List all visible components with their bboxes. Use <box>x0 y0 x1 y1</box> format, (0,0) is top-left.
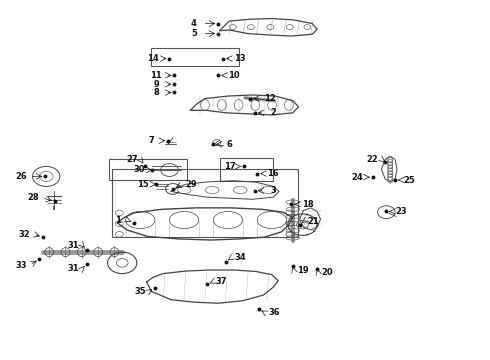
Text: 26: 26 <box>15 172 27 181</box>
Text: 13: 13 <box>234 54 246 63</box>
Text: 36: 36 <box>269 309 280 318</box>
Text: 4: 4 <box>191 19 197 28</box>
Text: 27: 27 <box>126 156 138 165</box>
Text: 9: 9 <box>153 80 159 89</box>
Text: 20: 20 <box>321 268 333 277</box>
Text: 35: 35 <box>134 287 146 296</box>
Text: 28: 28 <box>27 193 39 202</box>
Text: 18: 18 <box>301 200 313 209</box>
Text: 3: 3 <box>270 186 276 195</box>
Text: 12: 12 <box>265 94 276 103</box>
Text: 29: 29 <box>186 180 197 189</box>
Text: 25: 25 <box>404 176 416 185</box>
Text: 24: 24 <box>351 173 363 182</box>
Text: 15: 15 <box>137 180 148 189</box>
Text: 22: 22 <box>367 155 379 164</box>
Text: 34: 34 <box>234 253 246 262</box>
Text: 5: 5 <box>191 29 197 38</box>
Text: 23: 23 <box>395 207 407 216</box>
Text: 33: 33 <box>15 261 26 270</box>
Text: 10: 10 <box>228 71 240 80</box>
Text: 6: 6 <box>226 140 232 149</box>
Text: 7: 7 <box>148 136 154 145</box>
Text: 21: 21 <box>307 217 319 226</box>
Text: 1: 1 <box>115 216 121 225</box>
Text: 8: 8 <box>153 88 159 97</box>
Text: 2: 2 <box>270 108 276 117</box>
Text: 30: 30 <box>133 166 145 175</box>
Text: 19: 19 <box>296 266 308 275</box>
Text: 16: 16 <box>268 169 279 178</box>
Text: 37: 37 <box>216 277 227 286</box>
Text: 11: 11 <box>150 71 162 80</box>
Text: 31: 31 <box>68 240 79 249</box>
Text: 14: 14 <box>147 54 158 63</box>
Text: 17: 17 <box>223 162 235 171</box>
Text: 31: 31 <box>68 264 79 273</box>
Text: 32: 32 <box>19 230 30 239</box>
